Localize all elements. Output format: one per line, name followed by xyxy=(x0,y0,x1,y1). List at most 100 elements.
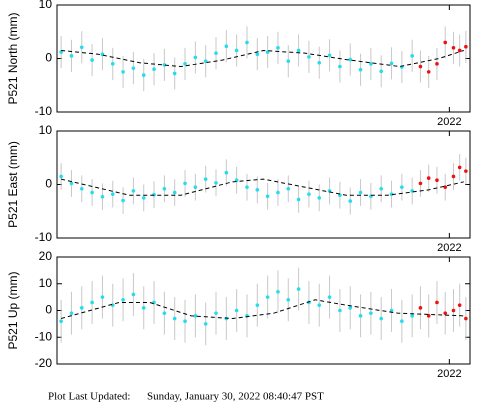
x-tick-label: 2022 xyxy=(437,368,461,380)
x-tick-label: 2022 xyxy=(437,116,461,128)
data-point xyxy=(276,46,280,50)
data-point xyxy=(426,314,431,318)
data-point xyxy=(141,306,146,310)
data-point xyxy=(464,169,468,173)
data-point xyxy=(90,58,94,62)
panel: P521 North (mm) -10 0 10 2022 xyxy=(6,0,471,128)
data-point xyxy=(358,67,363,72)
data-point xyxy=(286,298,291,302)
footer-value: Sunday, January 30, 2022 08:40:47 PST xyxy=(147,391,324,403)
y-tick-label: 0 xyxy=(45,177,52,191)
x-tick-label: 2022 xyxy=(437,242,461,254)
data-point xyxy=(426,176,431,180)
data-point xyxy=(59,50,63,54)
data-point xyxy=(100,295,105,299)
panel: P521 East (mm) -10 0 10 2022 xyxy=(6,123,471,254)
data-point xyxy=(379,69,384,74)
data-point xyxy=(183,319,187,324)
trend-line xyxy=(60,299,464,320)
data-point xyxy=(389,308,394,313)
data-point xyxy=(193,185,198,189)
data-point xyxy=(348,199,353,203)
data-point xyxy=(121,198,125,203)
data-point xyxy=(296,197,301,202)
data-point xyxy=(410,314,414,318)
data-point xyxy=(443,185,448,189)
data-point xyxy=(255,303,260,307)
data-point xyxy=(348,57,353,62)
data-point xyxy=(224,170,229,175)
data-point xyxy=(152,192,156,197)
data-point xyxy=(418,181,423,186)
data-point xyxy=(183,62,187,66)
data-point xyxy=(162,311,167,315)
data-point xyxy=(296,48,301,53)
data-point xyxy=(79,186,84,191)
data-point xyxy=(110,303,115,307)
data-point xyxy=(214,311,218,315)
data-point xyxy=(162,186,167,191)
data-point xyxy=(358,190,363,195)
data-point xyxy=(327,53,332,58)
data-point xyxy=(193,55,198,60)
data-point xyxy=(265,295,270,299)
data-point xyxy=(435,300,439,305)
trend-line xyxy=(61,178,464,196)
data-point xyxy=(276,289,280,294)
data-point xyxy=(152,67,156,71)
data-point xyxy=(369,311,373,315)
data-point xyxy=(457,48,462,53)
data-point xyxy=(224,44,229,48)
data-point xyxy=(172,190,177,195)
data-point xyxy=(451,46,456,50)
data-point xyxy=(435,178,439,183)
data-point xyxy=(79,45,84,50)
data-point xyxy=(307,192,311,196)
data-point xyxy=(121,298,125,302)
data-point xyxy=(286,59,291,63)
data-point xyxy=(451,174,456,179)
y-tick-label: -20 xyxy=(35,356,53,370)
y-axis-label: P521 North (mm) xyxy=(6,12,20,104)
data-point xyxy=(69,311,74,315)
data-point xyxy=(121,70,125,74)
data-point xyxy=(214,51,218,55)
data-point xyxy=(379,186,384,191)
data-point xyxy=(400,185,404,189)
data-point xyxy=(443,40,448,45)
y-axis-label: P521 Up (mm) xyxy=(6,271,20,349)
data-point xyxy=(348,306,353,310)
data-point xyxy=(379,316,384,321)
y-tick-label: 0 xyxy=(45,303,52,317)
plot-frame xyxy=(56,4,471,113)
data-point xyxy=(69,54,74,58)
data-point xyxy=(327,295,332,299)
y-tick-label: 10 xyxy=(39,123,53,137)
data-point xyxy=(317,303,322,307)
y-tick-label: -10 xyxy=(35,230,53,244)
data-point xyxy=(90,300,94,305)
data-point xyxy=(317,60,322,65)
data-point xyxy=(131,66,136,70)
data-point xyxy=(203,322,208,326)
data-point xyxy=(59,319,63,324)
data-point xyxy=(451,308,456,313)
data-point xyxy=(90,190,94,195)
data-point xyxy=(214,181,218,185)
panel: P521 Up (mm) -20 -10 0 10 20 2022 xyxy=(6,249,471,380)
data-point xyxy=(426,70,431,74)
y-tick-label: 10 xyxy=(39,0,53,11)
data-point xyxy=(389,61,394,66)
y-tick-label: 0 xyxy=(45,51,52,65)
data-point xyxy=(203,177,208,181)
data-point xyxy=(443,311,448,315)
data-point xyxy=(234,308,239,313)
y-axis-label: P521 East (mm) xyxy=(6,141,20,228)
data-point xyxy=(457,303,462,307)
plot-frame xyxy=(56,130,471,239)
data-point xyxy=(418,64,423,69)
data-point xyxy=(410,54,414,58)
data-point xyxy=(338,308,342,313)
data-point xyxy=(234,48,239,53)
